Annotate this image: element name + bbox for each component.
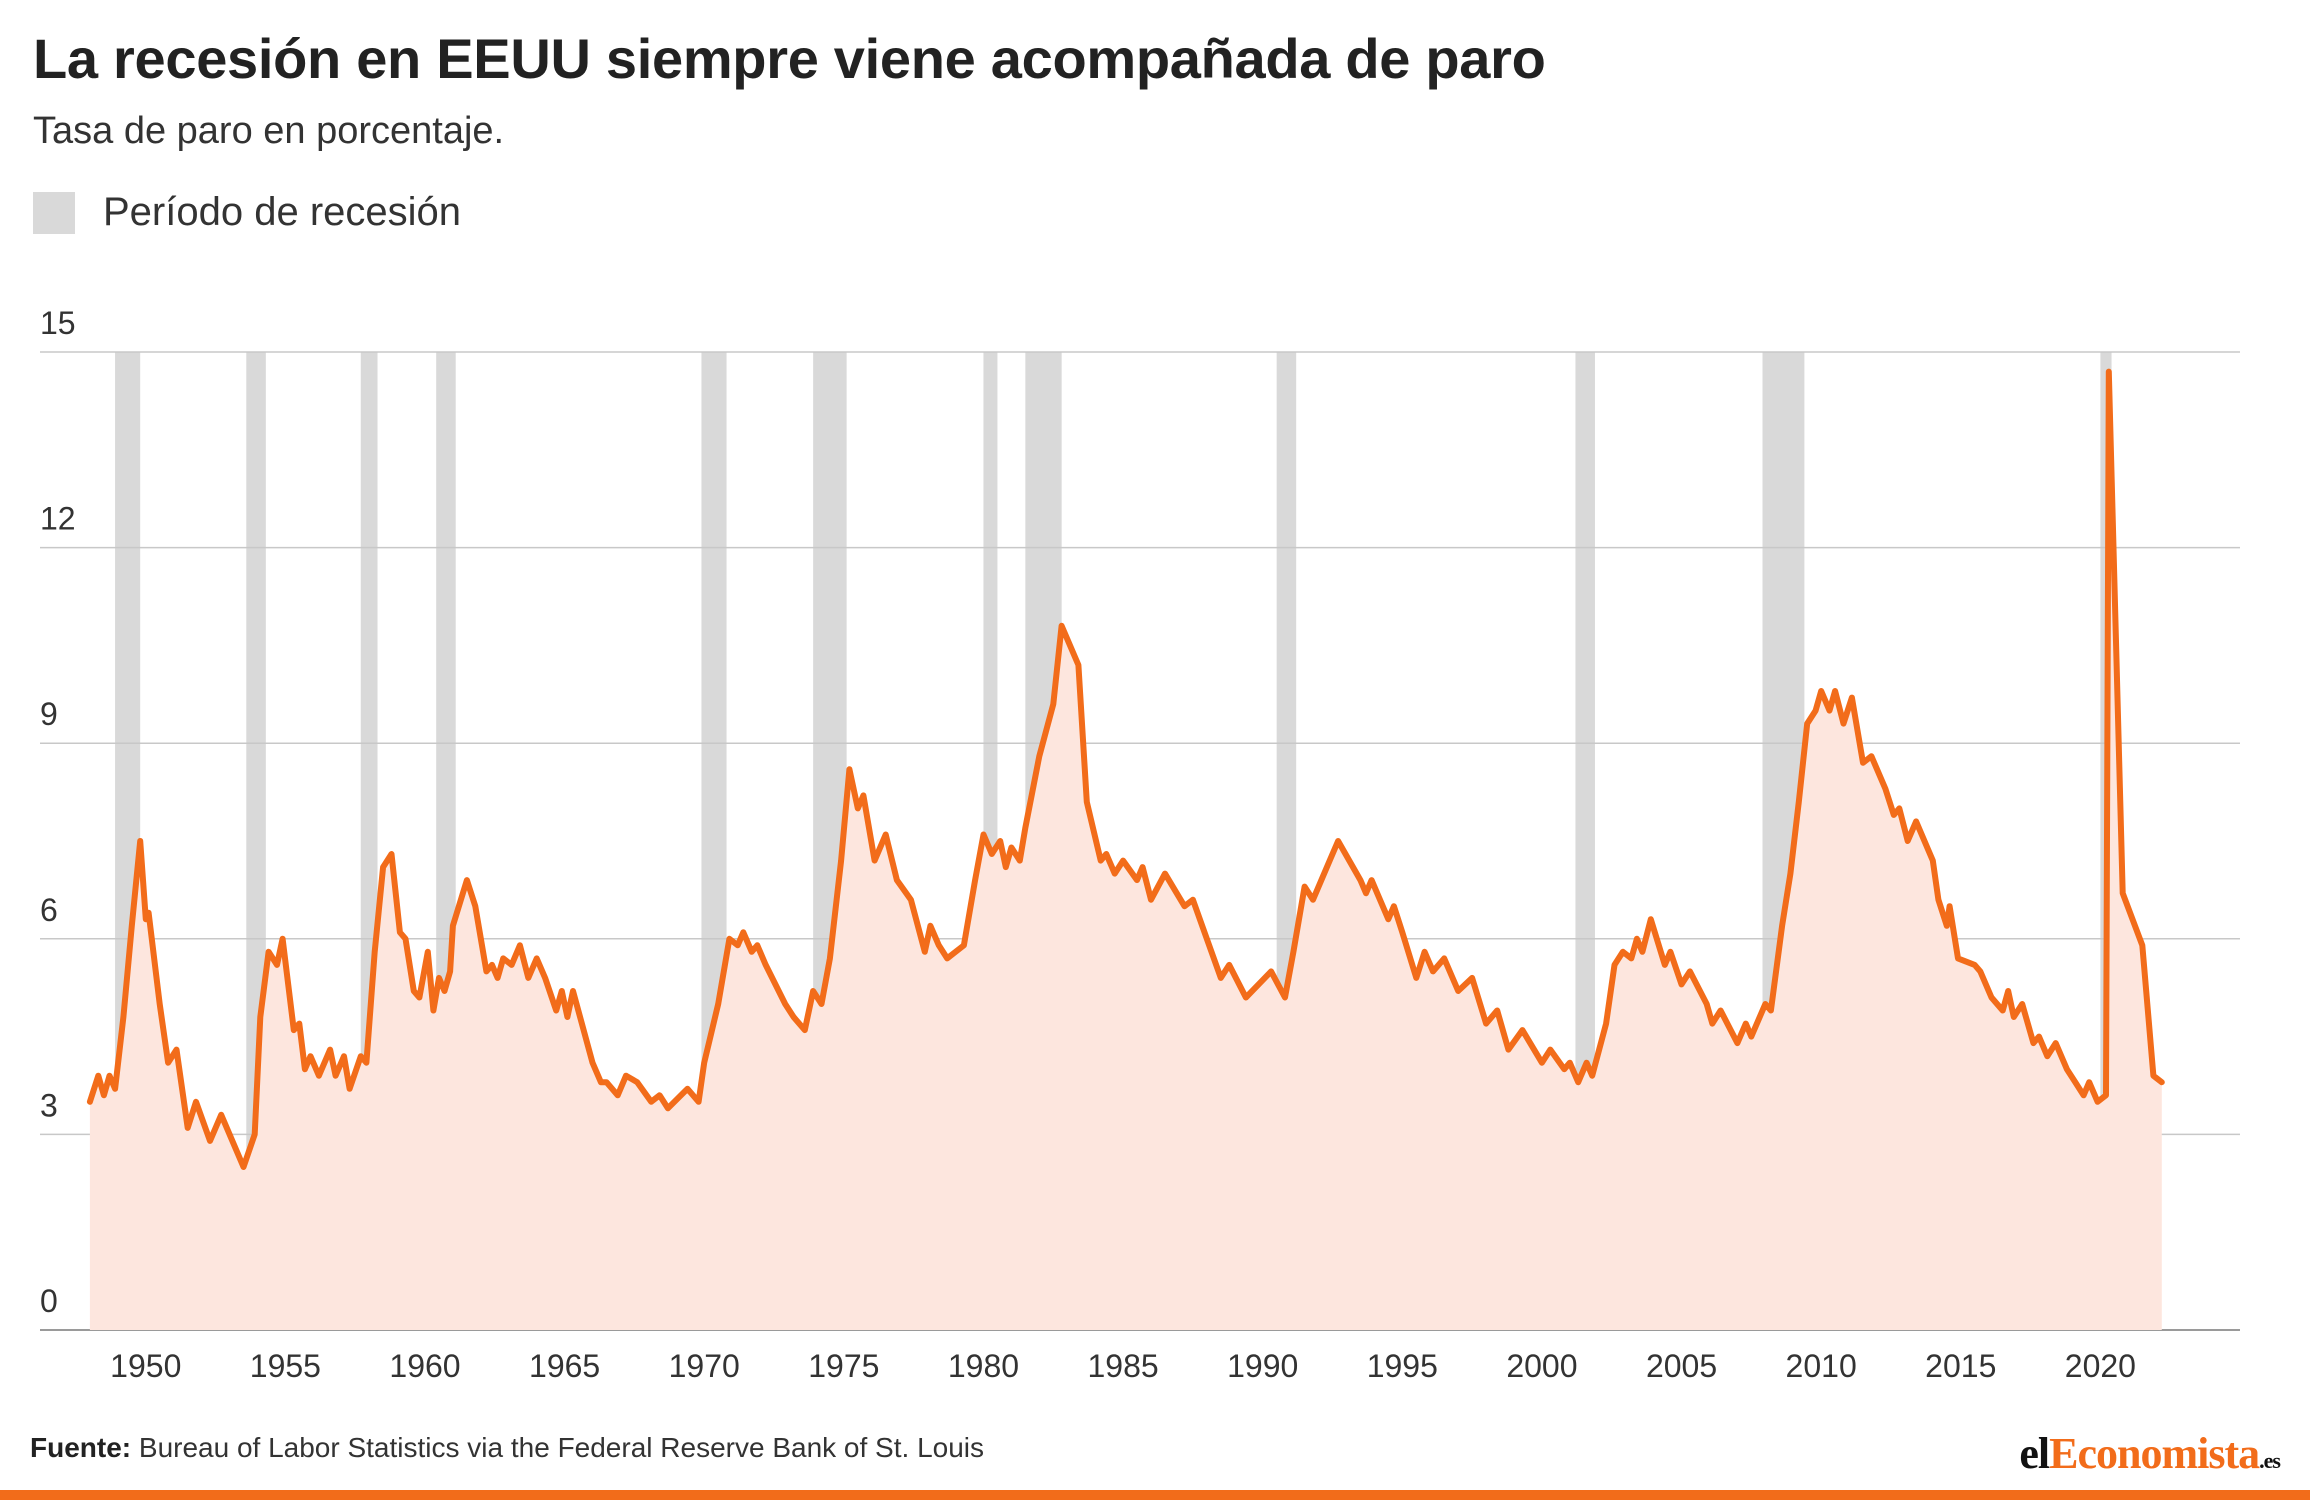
legend-recession-swatch xyxy=(33,191,75,234)
y-tick-label: 12 xyxy=(40,501,76,537)
chart-subtitle: Tasa de paro en porcentaje. xyxy=(33,110,505,152)
unemployment-chart: 0 3 6 9 12 15 1950 1955 1960 1965 1970 1975 1980 1985… xyxy=(40,305,2240,1384)
x-tick-label: 1950 xyxy=(110,1348,181,1384)
y-tick-label: 3 xyxy=(40,1087,58,1123)
x-tick-label: 1960 xyxy=(389,1348,460,1384)
x-tick-label: 2000 xyxy=(1506,1348,1577,1384)
line-layer xyxy=(86,368,2165,1170)
area-layer xyxy=(89,371,2162,1331)
x-tick-label: 1995 xyxy=(1367,1348,1438,1384)
brand-suffix: .es xyxy=(2259,1448,2281,1473)
x-tick-label: 1990 xyxy=(1227,1348,1298,1384)
legend-recession-label: Período de recesión xyxy=(103,190,462,234)
source-label: Fuente: xyxy=(30,1432,132,1463)
x-tick-label: 1965 xyxy=(529,1348,600,1384)
unemployment-area xyxy=(89,371,2162,1331)
x-tick-label: 2020 xyxy=(2065,1348,2136,1384)
x-tick-label: 1980 xyxy=(948,1348,1019,1384)
brand-accent: Economista xyxy=(2049,1429,2260,1478)
brand-logo: elEconomista.es xyxy=(2019,1428,2281,1479)
axis-layer: 0 3 6 9 12 15 1950 1955 1960 1965 1970 1975 1980 1985… xyxy=(40,305,2136,1384)
x-tick-label: 1975 xyxy=(808,1348,879,1384)
y-tick-label: 0 xyxy=(40,1283,58,1319)
source-text: Bureau of Labor Statistics via the Feder… xyxy=(131,1432,985,1463)
bottom-accent-bar xyxy=(0,1490,2310,1500)
y-tick-label: 6 xyxy=(40,892,58,928)
x-tick-label: 1985 xyxy=(1087,1348,1158,1384)
unemployment-line xyxy=(86,368,2165,1170)
chart-title: La recesión en EEUU siempre viene acompa… xyxy=(33,27,1546,90)
x-tick-label: 2005 xyxy=(1646,1348,1717,1384)
source-note: Fuente: Bureau of Labor Statistics via t… xyxy=(30,1432,984,1464)
y-tick-label: 15 xyxy=(40,305,76,341)
brand-prefix: el xyxy=(2019,1429,2050,1478)
x-tick-label: 1955 xyxy=(250,1348,321,1384)
x-tick-label: 1970 xyxy=(669,1348,740,1384)
legend: Período de recesión xyxy=(33,190,461,235)
x-tick-label: 2015 xyxy=(1925,1348,1996,1384)
x-tick-label: 2010 xyxy=(1786,1348,1857,1384)
y-tick-label: 9 xyxy=(40,696,58,732)
